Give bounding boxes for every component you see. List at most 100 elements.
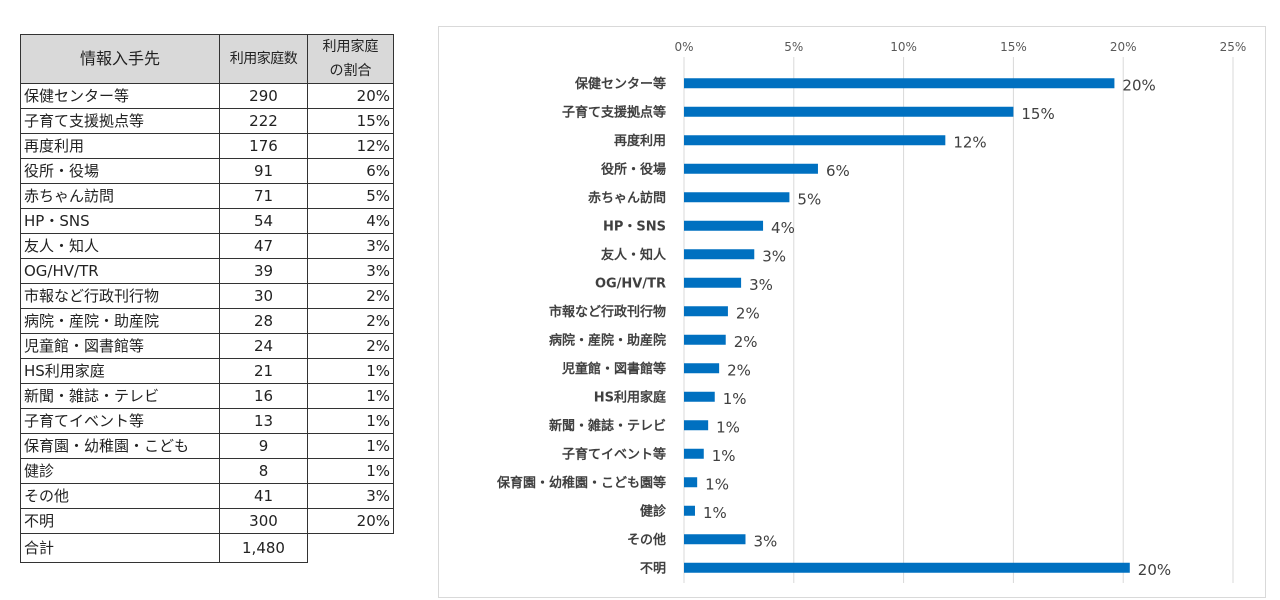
row-rate: 1% [307,358,394,384]
table-row: HP・SNS 54 4% [20,208,394,234]
row-rate: 12% [307,133,394,159]
row-source: 友人・知人 [20,233,220,259]
bar [684,163,818,174]
row-count: 28 [219,308,308,334]
table-row: HS利用家庭 21 1% [20,358,394,384]
table-body: 保健センター等 290 20% 子育て支援拠点等 222 15% 再度利用 176 12% 役所・… [20,83,394,563]
bar [684,534,746,545]
row-rate: 5% [307,183,394,209]
row-count: 8 [219,458,308,484]
bar [684,334,726,345]
table-row: 友人・知人 47 3% [20,233,394,259]
row-rate: 1% [307,408,394,434]
total-count: 1,480 [219,533,308,563]
row-source: 市報など行政刊行物 [20,283,220,309]
table-row: 児童館・図書館等 24 2% [20,333,394,359]
data-label: 4% [771,219,795,237]
row-source: HP・SNS [20,208,220,234]
row-source: HS利用家庭 [20,358,220,384]
row-rate: 3% [307,233,394,259]
x-tick-label: 15% [1000,40,1027,54]
row-rate: 1% [307,383,394,409]
category-label: 赤ちゃん訪問 [588,190,666,206]
bar [684,562,1130,573]
data-label: 1% [703,504,727,522]
row-source: 児童館・図書館等 [20,333,220,359]
row-rate: 1% [307,433,394,459]
category-label: その他 [627,532,666,548]
row-source: 不明 [20,508,220,534]
bar [684,277,742,288]
row-count: 300 [219,508,308,534]
row-source: 赤ちゃん訪問 [20,183,220,209]
row-count: 16 [219,383,308,409]
x-tick-label: 0% [674,40,693,54]
row-source: OG/HV/TR [20,258,220,284]
row-count: 39 [219,258,308,284]
row-count: 41 [219,483,308,509]
row-source: 健診 [20,458,220,484]
data-label: 1% [712,447,736,465]
bar [684,505,695,516]
data-label: 3% [749,276,773,294]
data-label: 15% [1021,105,1054,123]
total-empty-cell [308,534,394,563]
row-count: 21 [219,358,308,384]
data-label: 1% [723,390,747,408]
row-source: 新聞・雑誌・テレビ [20,383,220,409]
table-row: 再度利用 176 12% [20,133,394,159]
category-label: 保育園・幼稚園・こども園等 [496,475,666,491]
x-tick-label: 20% [1110,40,1137,54]
row-count: 24 [219,333,308,359]
data-label: 2% [727,361,751,379]
table-row: 健診 8 1% [20,458,394,484]
row-rate: 2% [307,333,394,359]
table-row: OG/HV/TR 39 3% [20,258,394,284]
table-row: 赤ちゃん訪問 71 5% [20,183,394,209]
bar [684,249,755,260]
row-count: 30 [219,283,308,309]
category-label: 保健センター等 [574,76,666,92]
total-label: 合計 [20,533,220,563]
data-label: 2% [734,333,758,351]
row-source: 子育てイベント等 [20,408,220,434]
row-count: 91 [219,158,308,184]
bar [684,391,715,402]
header-source: 情報入手先 [20,34,220,84]
row-source: 病院・産院・助産院 [20,308,220,334]
data-label: 3% [762,247,786,265]
table-row: 市報など行政刊行物 30 2% [20,283,394,309]
data-label: 12% [953,133,986,151]
data-label: 1% [716,418,740,436]
bar [684,363,720,374]
bar [684,78,1115,89]
x-tick-label: 5% [784,40,803,54]
table-row: 病院・産院・助産院 28 2% [20,308,394,334]
row-rate: 20% [307,83,394,109]
x-tick-label: 25% [1220,40,1247,54]
row-rate: 20% [307,508,394,534]
row-source: 役所・役場 [20,158,220,184]
row-count: 176 [219,133,308,159]
row-rate: 3% [307,483,394,509]
category-label: 子育てイベント等 [562,446,666,462]
header-rate-line1: 利用家庭 [322,39,379,55]
category-label: OG/HV/TR [595,276,666,291]
row-source: その他 [20,483,220,509]
header-rate: 利用家庭 の割合 [307,34,394,84]
row-rate: 1% [307,458,394,484]
category-label: 子育て支援拠点等 [562,104,666,120]
bar [684,477,698,488]
data-label: 5% [797,190,821,208]
table-header-row: 情報入手先 利用家庭数 利用家庭 の割合 [20,34,394,84]
row-count: 71 [219,183,308,209]
row-count: 13 [219,408,308,434]
data-label: 1% [705,475,729,493]
category-label: 再度利用 [614,133,666,149]
row-rate: 15% [307,108,394,134]
row-rate: 6% [307,158,394,184]
bar [684,135,946,146]
table-row: 保健センター等 290 20% [20,83,394,109]
data-label: 20% [1138,561,1171,579]
table-row: その他 41 3% [20,483,394,509]
